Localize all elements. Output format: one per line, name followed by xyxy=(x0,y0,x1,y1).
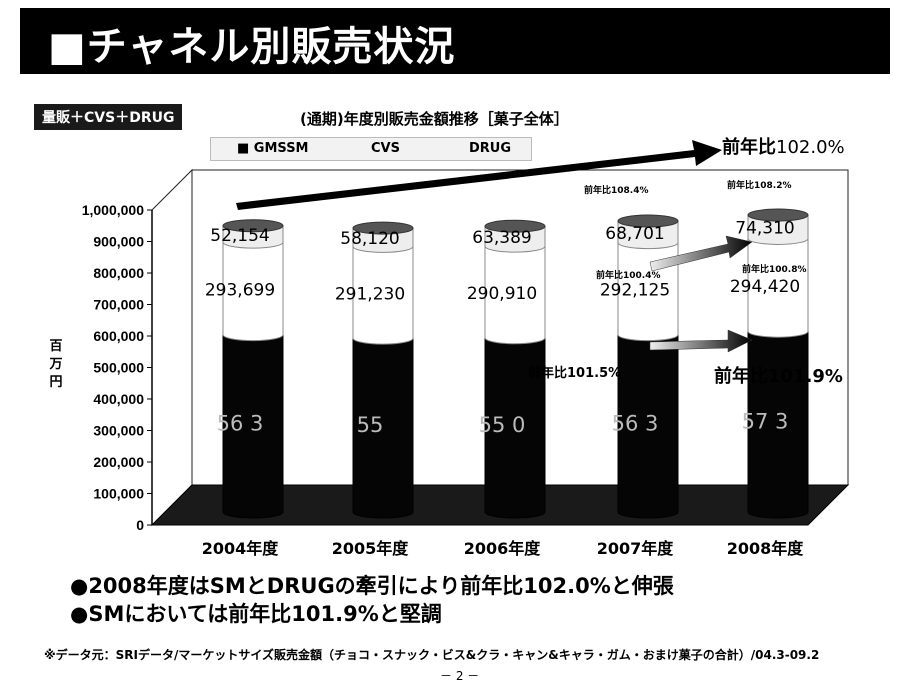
bar-segment xyxy=(484,245,546,345)
bar-segment xyxy=(747,214,809,245)
cvs-2008-annotation: 前年比100.8% xyxy=(742,265,807,275)
bar-top-cap xyxy=(352,221,414,235)
bar-segment xyxy=(747,330,809,519)
bar-segment xyxy=(352,245,414,345)
data-label: 56 3 xyxy=(612,411,659,435)
bar-segment xyxy=(484,337,546,519)
drug-growth-arrow xyxy=(649,235,753,272)
bar-segment xyxy=(484,225,546,253)
page-number: － 2 － xyxy=(440,669,480,683)
overall-growth-label: 前年比 xyxy=(722,137,776,158)
overall-trend-arrow xyxy=(236,140,722,210)
bar-segment xyxy=(747,237,809,338)
y-tick-label: 0 xyxy=(136,517,144,533)
page-title: ■チャネル別販売状況 xyxy=(48,24,456,70)
y-tick-label: 200,000 xyxy=(93,454,144,470)
bar-top-cap xyxy=(617,214,679,228)
y-tick-label: 1,000,000 xyxy=(82,202,144,218)
data-label: 294,420 xyxy=(730,277,800,297)
bar-top-cap xyxy=(484,219,546,233)
x-tick-label: 2004年度 xyxy=(202,539,280,558)
data-label: 68,701 xyxy=(605,224,664,244)
bar-segment xyxy=(352,337,414,519)
data-label: 52,154 xyxy=(210,226,269,246)
subject-tag: 量販＋CVS＋DRUG xyxy=(34,104,183,130)
x-tick-label: 2006年度 xyxy=(464,539,542,558)
data-label: 56 3 xyxy=(217,411,264,435)
y-tick-label: 100,000 xyxy=(93,486,144,502)
data-label: 290,910 xyxy=(467,284,537,304)
y-tick-label: 400,000 xyxy=(93,391,144,407)
data-label: 57 3 xyxy=(742,410,789,434)
y-tick-label: 800,000 xyxy=(93,265,144,281)
overall-growth-annotation: 前年比102.0% xyxy=(722,133,845,159)
y-tick-label: 500,000 xyxy=(93,360,144,376)
data-label: 293,699 xyxy=(205,280,275,300)
bar-segment xyxy=(352,227,414,253)
sm-growth-arrow xyxy=(649,329,753,353)
sm-2007-annotation: 前年比101.5% xyxy=(528,366,622,381)
x-tick-label: 2007年度 xyxy=(597,539,675,558)
legend-drug: DRUG xyxy=(469,141,512,156)
legend-cvs: CVS xyxy=(371,141,400,156)
y-tick-label: 900,000 xyxy=(93,234,144,250)
y-tick-label: 300,000 xyxy=(93,423,144,439)
legend-gmssm: ■ GMSSM xyxy=(237,141,309,156)
data-label: 74,310 xyxy=(735,219,794,239)
overall-growth-value: 102.0% xyxy=(776,137,845,158)
y-tick-label: 600,000 xyxy=(93,328,144,344)
drug-2007-annotation: 前年比108.4% xyxy=(584,186,649,196)
cvs-2007-annotation: 前年比100.4% xyxy=(596,271,661,281)
y-tick-label: 700,000 xyxy=(93,297,144,313)
bar-segment xyxy=(617,220,679,250)
chart-title: (通期)年度別販売金額推移［菓子全体］ xyxy=(300,110,569,128)
sm-2008-annotation: 前年比101.9% xyxy=(714,366,843,387)
data-label: 55 0 xyxy=(479,413,526,437)
y-axis-label: 百万円 xyxy=(49,339,63,390)
data-label: 55 xyxy=(357,413,384,437)
bar-segment xyxy=(222,241,284,342)
chart-side-wall xyxy=(151,168,193,527)
bullet-1: ●2008年度はSMとDRUGの牽引により前年比102.0%と伸張 xyxy=(70,574,674,598)
data-label: 58,120 xyxy=(340,229,399,249)
data-label: 292,125 xyxy=(600,281,670,301)
data-label: 63,389 xyxy=(472,228,531,248)
bar-segment xyxy=(222,334,284,519)
bullet-2: ●SMにおいては前年比101.9%と堅調 xyxy=(70,602,442,626)
legend: ■ GMSSM CVS DRUG xyxy=(210,137,532,161)
bar-top-cap xyxy=(747,208,809,222)
drug-2008-annotation: 前年比108.2% xyxy=(727,181,792,191)
bar-segment xyxy=(617,334,679,519)
x-tick-label: 2008年度 xyxy=(727,539,805,558)
data-label: 291,230 xyxy=(335,284,405,304)
title-bar: ■チャネル別販売状況 xyxy=(20,8,890,74)
bar-top-cap xyxy=(222,219,284,233)
x-tick-label: 2005年度 xyxy=(332,539,410,558)
source-note: ※データ元：SRIデータ/マーケットサイズ販売金額（チョコ・スナック・ビス&クラ… xyxy=(44,648,820,662)
